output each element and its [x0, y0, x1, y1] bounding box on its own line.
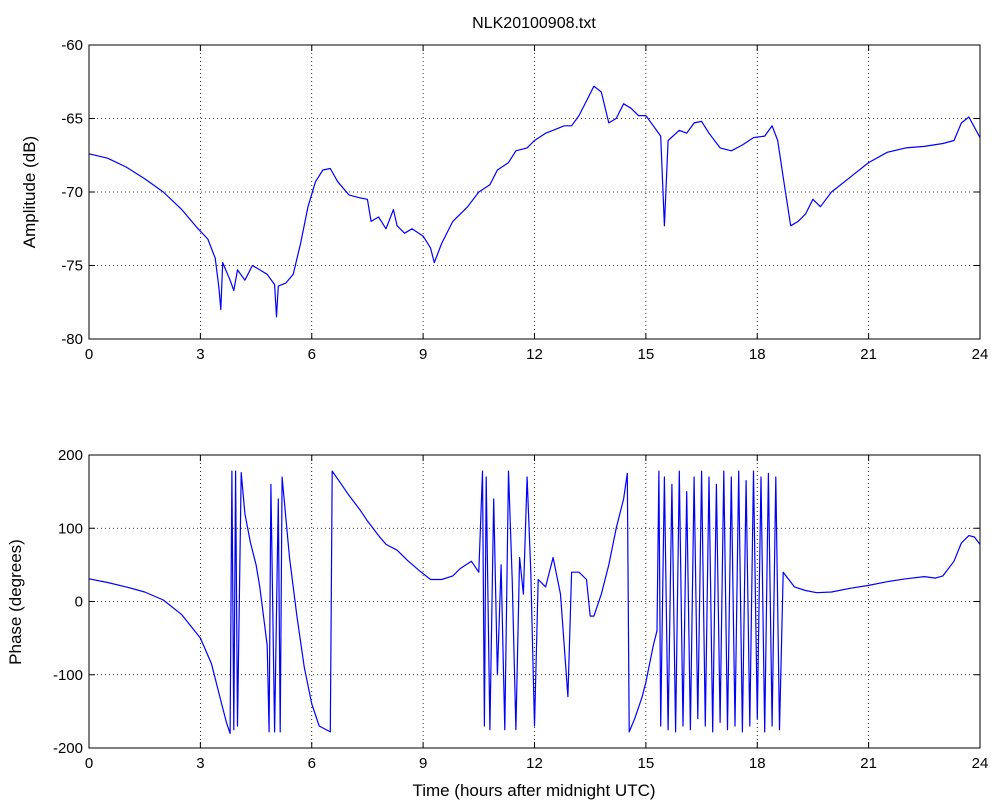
y-axis-label-phase: Phase (degrees)	[6, 539, 25, 665]
x-tick-label: 15	[638, 346, 655, 363]
x-tick-label: 6	[308, 755, 316, 772]
y-axis-label-amplitude: Amplitude (dB)	[20, 136, 39, 248]
y-tick-label: -70	[61, 184, 83, 201]
x-tick-label: 21	[860, 755, 877, 772]
x-tick-label: 0	[85, 755, 93, 772]
y-tick-label: -100	[53, 667, 83, 684]
x-tick-label: 12	[526, 755, 543, 772]
y-tick-label: 0	[75, 594, 83, 611]
x-tick-label: 3	[196, 346, 204, 363]
x-axis-label-time: Time (hours after midnight UTC)	[412, 781, 655, 800]
y-tick-label: -80	[61, 331, 83, 348]
y-tick-label: 100	[58, 520, 83, 537]
amplitude-plot: 0 3 6 9 12 15 18 21 24 -80 -75 -70 -65 -60	[61, 37, 988, 363]
phase-series-line	[88, 470, 981, 734]
y-tick-label: -75	[61, 258, 83, 275]
chart-title: NLK20100908.txt	[472, 15, 596, 32]
x-tick-label: 9	[419, 755, 427, 772]
y-tick-label: 200	[58, 447, 83, 464]
x-tick-label: 0	[85, 346, 93, 363]
x-tick-label: 9	[419, 346, 427, 363]
x-tick-label: 18	[749, 346, 766, 363]
x-tick-label: 15	[638, 755, 655, 772]
x-tick-label: 24	[972, 755, 989, 772]
x-tick-label: 24	[972, 346, 989, 363]
x-tick-label: 6	[308, 346, 316, 363]
y-tick-label: -60	[61, 37, 83, 54]
amplitude-series-line	[88, 85, 981, 318]
x-tick-label: 3	[196, 755, 204, 772]
y-tick-label: -65	[61, 111, 83, 128]
y-tick-label: -200	[53, 740, 83, 757]
x-tick-label: 18	[749, 755, 766, 772]
x-tick-label: 21	[860, 346, 877, 363]
x-tick-label: 12	[526, 346, 543, 363]
phase-plot: 0 3 6 9 12 15 18 21 24 -200 -100 0 100 200	[53, 447, 988, 772]
